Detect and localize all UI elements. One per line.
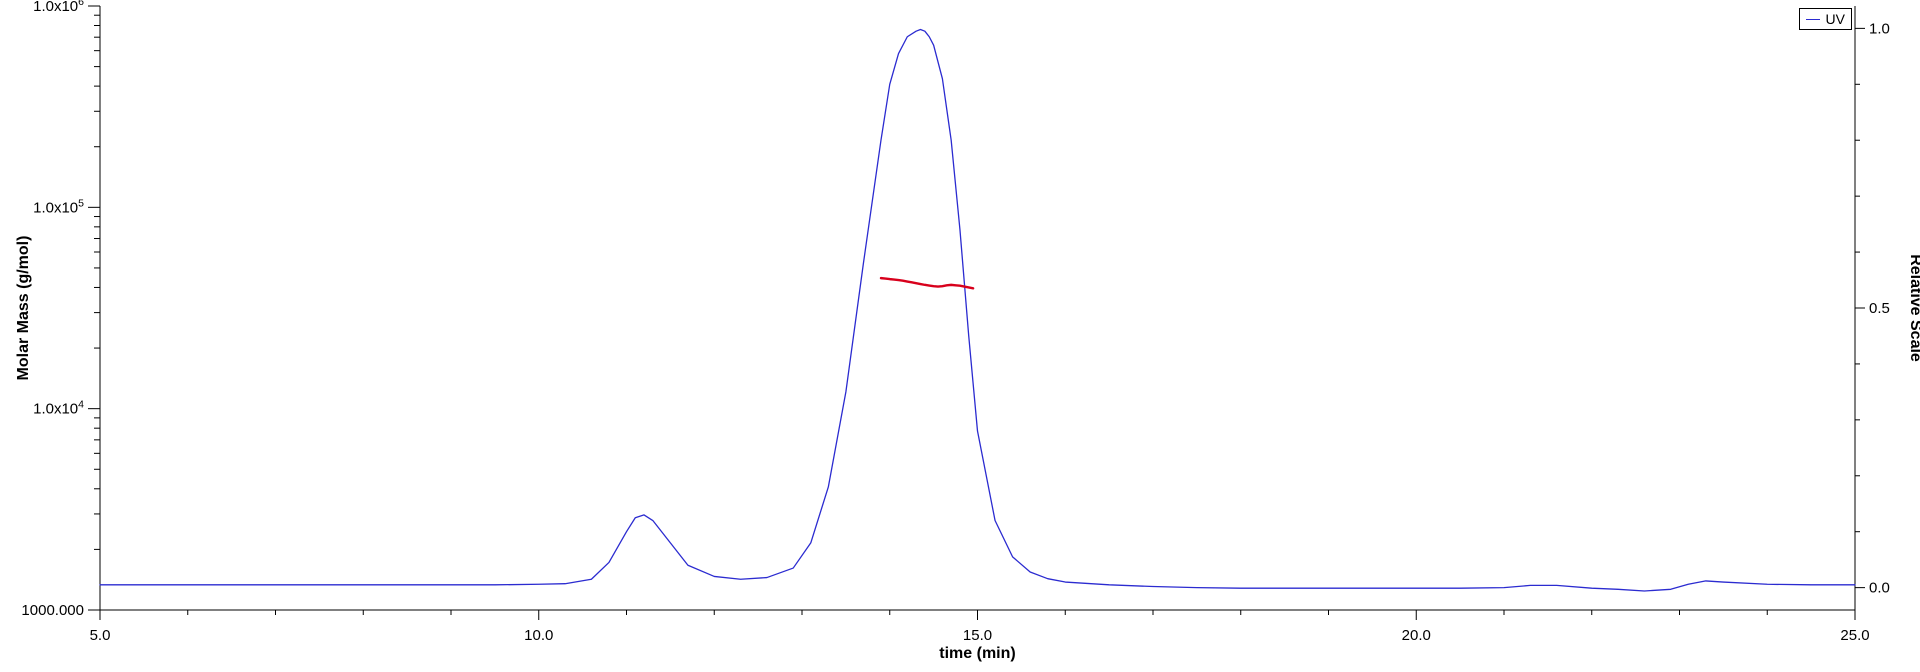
- svg-text:1.0x104: 1.0x104: [33, 399, 84, 418]
- svg-text:15.0: 15.0: [963, 627, 992, 644]
- svg-text:0.5: 0.5: [1869, 300, 1890, 317]
- legend-line-uv: [1806, 19, 1820, 20]
- legend: UV: [1799, 8, 1852, 30]
- svg-text:5.0: 5.0: [90, 627, 111, 644]
- svg-text:1.0x105: 1.0x105: [33, 197, 84, 216]
- chart-svg: 5.0 10.0 15.0 20.0 25.0 time (min) 1000.000 1.0…: [0, 0, 1920, 672]
- sec-mals-chromatogram: 5.0 10.0 15.0 20.0 25.0 time (min) 1000.000 1.0…: [0, 0, 1920, 672]
- svg-text:0.0: 0.0: [1869, 580, 1890, 597]
- svg-text:25.0: 25.0: [1840, 627, 1869, 644]
- svg-text:Molar Mass (g/mol): Molar Mass (g/mol): [15, 236, 32, 381]
- legend-label-uv: UV: [1826, 11, 1845, 27]
- svg-text:1.0: 1.0: [1869, 20, 1890, 37]
- svg-text:10.0: 10.0: [524, 627, 553, 644]
- svg-text:time (min): time (min): [939, 645, 1015, 662]
- svg-text:1000.000: 1000.000: [21, 602, 84, 619]
- svg-text:Relative Scale: Relative Scale: [1907, 254, 1920, 362]
- svg-text:1.0x106: 1.0x106: [33, 0, 84, 15]
- svg-text:20.0: 20.0: [1402, 627, 1431, 644]
